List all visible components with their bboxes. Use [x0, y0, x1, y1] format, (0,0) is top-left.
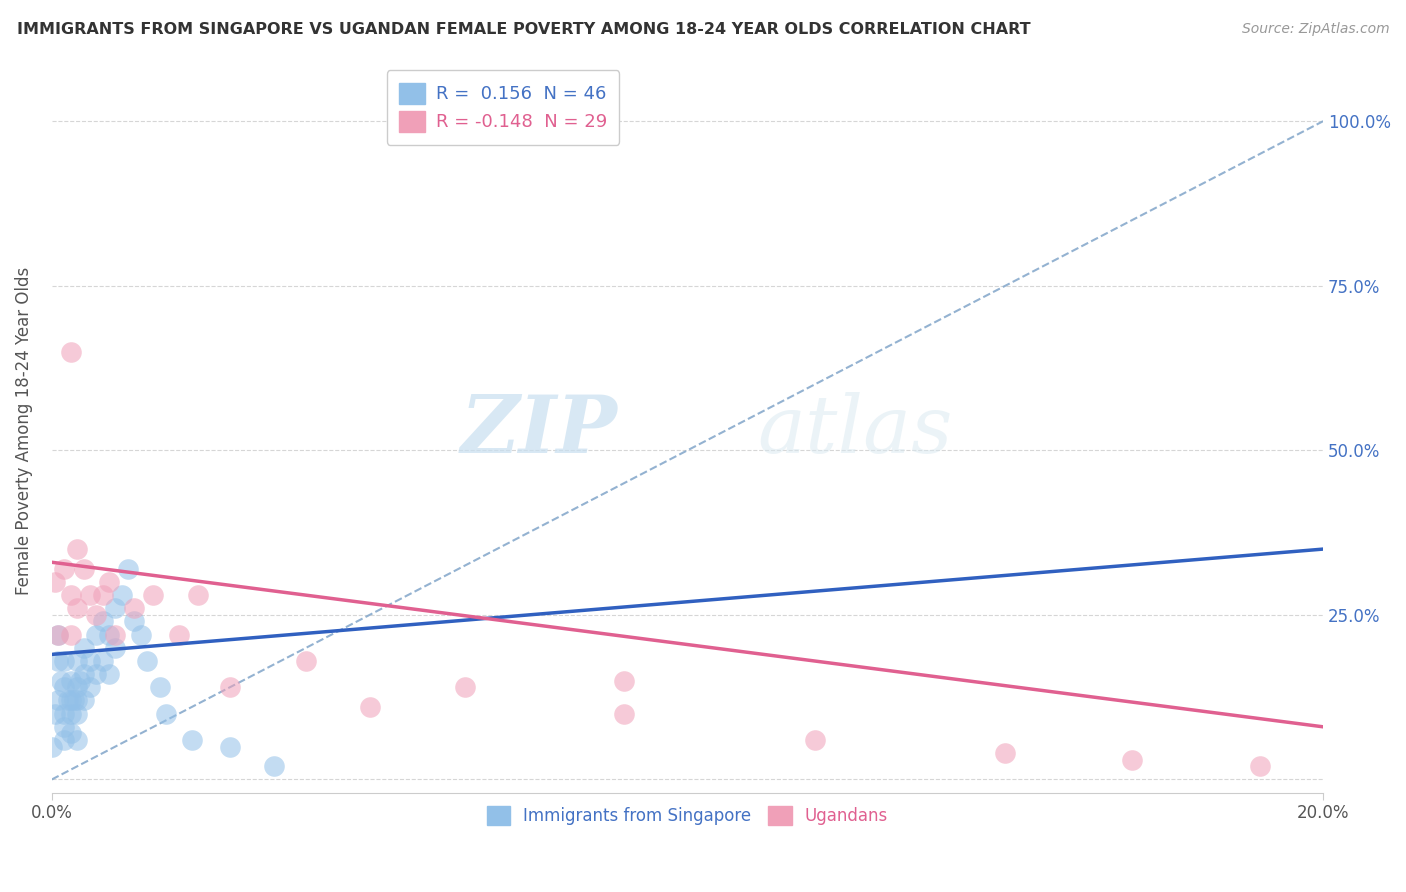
Text: atlas: atlas: [758, 392, 953, 469]
Point: [104, 640, 127, 655]
Point: [59, 673, 82, 688]
Point: [66, 542, 89, 557]
Point: [142, 588, 165, 602]
Point: [59, 726, 82, 740]
Point: [59, 693, 82, 707]
Point: [91, 654, 114, 668]
Point: [295, 654, 318, 668]
Point: [53, 681, 76, 695]
Text: IMMIGRANTS FROM SINGAPORE VS UGANDAN FEMALE POVERTY AMONG 18-24 YEAR OLDS CORREL: IMMIGRANTS FROM SINGAPORE VS UGANDAN FEM…: [17, 22, 1031, 37]
Text: ZIP: ZIP: [461, 392, 617, 469]
Point: [124, 615, 146, 629]
Point: [1249, 759, 1271, 773]
Point: [454, 681, 477, 695]
Point: [53, 562, 76, 576]
Point: [218, 681, 240, 695]
Point: [84, 667, 107, 681]
Point: [66, 733, 89, 747]
Point: [167, 628, 190, 642]
Point: [994, 746, 1017, 760]
Point: [149, 681, 172, 695]
Point: [104, 628, 127, 642]
Point: [46, 628, 69, 642]
Point: [59, 344, 82, 359]
Point: [46, 628, 69, 642]
Point: [124, 601, 146, 615]
Point: [155, 706, 177, 721]
Point: [613, 673, 636, 688]
Point: [263, 759, 285, 773]
Text: Source: ZipAtlas.com: Source: ZipAtlas.com: [1241, 22, 1389, 37]
Point: [97, 628, 120, 642]
Y-axis label: Female Poverty Among 18-24 Year Olds: Female Poverty Among 18-24 Year Olds: [15, 267, 32, 595]
Point: [104, 601, 127, 615]
Point: [359, 700, 381, 714]
Point: [91, 615, 114, 629]
Point: [79, 588, 101, 602]
Point: [72, 693, 94, 707]
Point: [59, 628, 82, 642]
Point: [66, 654, 89, 668]
Point: [53, 654, 76, 668]
Point: [72, 640, 94, 655]
Point: [72, 667, 94, 681]
Point: [66, 706, 89, 721]
Point: [46, 654, 69, 668]
Point: [66, 601, 89, 615]
Point: [111, 588, 134, 602]
Point: [129, 628, 152, 642]
Point: [84, 607, 107, 622]
Point: [613, 706, 636, 721]
Point: [53, 733, 76, 747]
Point: [66, 693, 89, 707]
Point: [91, 588, 114, 602]
Point: [46, 693, 69, 707]
Point: [66, 681, 89, 695]
Point: [84, 628, 107, 642]
Point: [1121, 753, 1143, 767]
Point: [44, 706, 66, 721]
Point: [63, 693, 86, 707]
Point: [180, 733, 202, 747]
Point: [187, 588, 209, 602]
Point: [136, 654, 159, 668]
Point: [56, 693, 79, 707]
Point: [117, 562, 139, 576]
Point: [79, 654, 101, 668]
Legend: Immigrants from Singapore, Ugandans: Immigrants from Singapore, Ugandans: [477, 796, 898, 835]
Point: [59, 588, 82, 602]
Point: [69, 673, 91, 688]
Point: [218, 739, 240, 754]
Point: [53, 720, 76, 734]
Point: [51, 673, 73, 688]
Point: [79, 681, 101, 695]
Point: [44, 574, 66, 589]
Point: [97, 667, 120, 681]
Point: [59, 706, 82, 721]
Point: [97, 574, 120, 589]
Point: [41, 739, 63, 754]
Point: [53, 706, 76, 721]
Point: [803, 733, 825, 747]
Point: [72, 562, 94, 576]
